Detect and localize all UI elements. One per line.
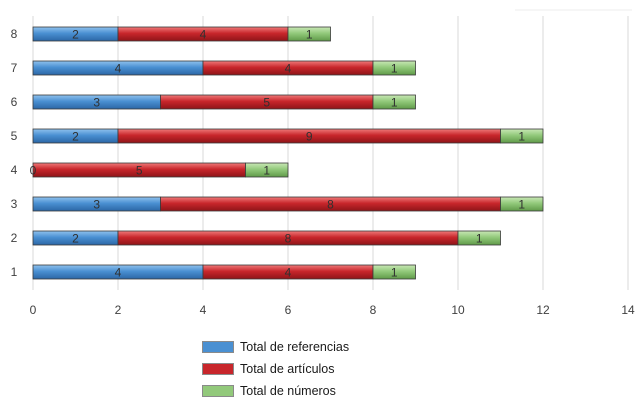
x-tick-label: 6 (285, 303, 292, 317)
bar-segment (372, 60, 416, 76)
bar-segment (287, 26, 331, 42)
bar-segment (372, 264, 416, 280)
y-tick-label: 3 (11, 197, 18, 211)
data-label: 1 (306, 28, 313, 42)
y-axis-tick-labels: 1 2 3 4 5 6 7 8 (11, 27, 18, 279)
data-label: 1 (391, 62, 398, 76)
data-label: 2 (72, 130, 79, 144)
x-tick-label: 0 (30, 303, 37, 317)
data-label: 2 (72, 232, 79, 246)
data-label: 4 (115, 62, 122, 76)
bar-segment (457, 230, 501, 246)
y-tick-label: 7 (11, 61, 18, 75)
x-tick-label: 14 (621, 303, 635, 317)
bars (32, 26, 544, 280)
data-label: 1 (476, 232, 483, 246)
data-labels: 4 4 1 2 8 1 3 8 1 0 5 1 2 9 1 3 5 1 4 4 1 2 4 1 (30, 28, 526, 280)
gridlines (32, 9, 632, 290)
y-tick-label: 6 (11, 95, 18, 109)
y-tick-label: 1 (11, 265, 18, 279)
bar-segment (372, 94, 416, 110)
legend-swatch-numeros (202, 385, 234, 397)
data-label: 4 (200, 28, 207, 42)
data-label: 5 (136, 164, 143, 178)
x-tick-label: 10 (451, 303, 465, 317)
data-label: 1 (391, 266, 398, 280)
data-label: 3 (93, 96, 100, 110)
legend-label: Total de artículos (240, 362, 335, 376)
data-label: 2 (72, 28, 79, 42)
legend-label: Total de números (240, 384, 336, 398)
legend-item-numeros: Total de números (202, 380, 349, 402)
data-label: 1 (518, 130, 525, 144)
y-tick-label: 5 (11, 129, 18, 143)
legend: Total de referencias Total de artículos … (202, 336, 349, 402)
data-label: 4 (115, 266, 122, 280)
x-tick-label: 8 (370, 303, 377, 317)
data-label: 4 (285, 266, 292, 280)
y-tick-label: 2 (11, 231, 18, 245)
x-tick-label: 12 (536, 303, 550, 317)
bar-segment (500, 196, 544, 212)
data-label: 8 (285, 232, 292, 246)
data-label: 1 (263, 164, 270, 178)
legend-swatch-referencias (202, 341, 234, 353)
legend-item-referencias: Total de referencias (202, 336, 349, 358)
data-label: 4 (285, 62, 292, 76)
data-label: 3 (93, 198, 100, 212)
bar-segment (245, 162, 289, 178)
legend-label: Total de referencias (240, 340, 350, 354)
legend-item-articulos: Total de artículos (202, 358, 349, 380)
bar-segment (500, 128, 544, 144)
y-tick-label: 8 (11, 27, 18, 41)
y-tick-label: 4 (11, 163, 18, 177)
data-label: 1 (518, 198, 525, 212)
data-label: 0 (30, 164, 37, 178)
x-axis-tick-labels: 0 2 4 6 8 10 12 14 (30, 303, 635, 317)
x-tick-label: 2 (115, 303, 122, 317)
data-label: 5 (263, 96, 270, 110)
data-label: 9 (306, 130, 313, 144)
data-label: 1 (391, 96, 398, 110)
data-label: 8 (327, 198, 334, 212)
x-tick-label: 4 (200, 303, 207, 317)
legend-swatch-articulos (202, 363, 234, 375)
